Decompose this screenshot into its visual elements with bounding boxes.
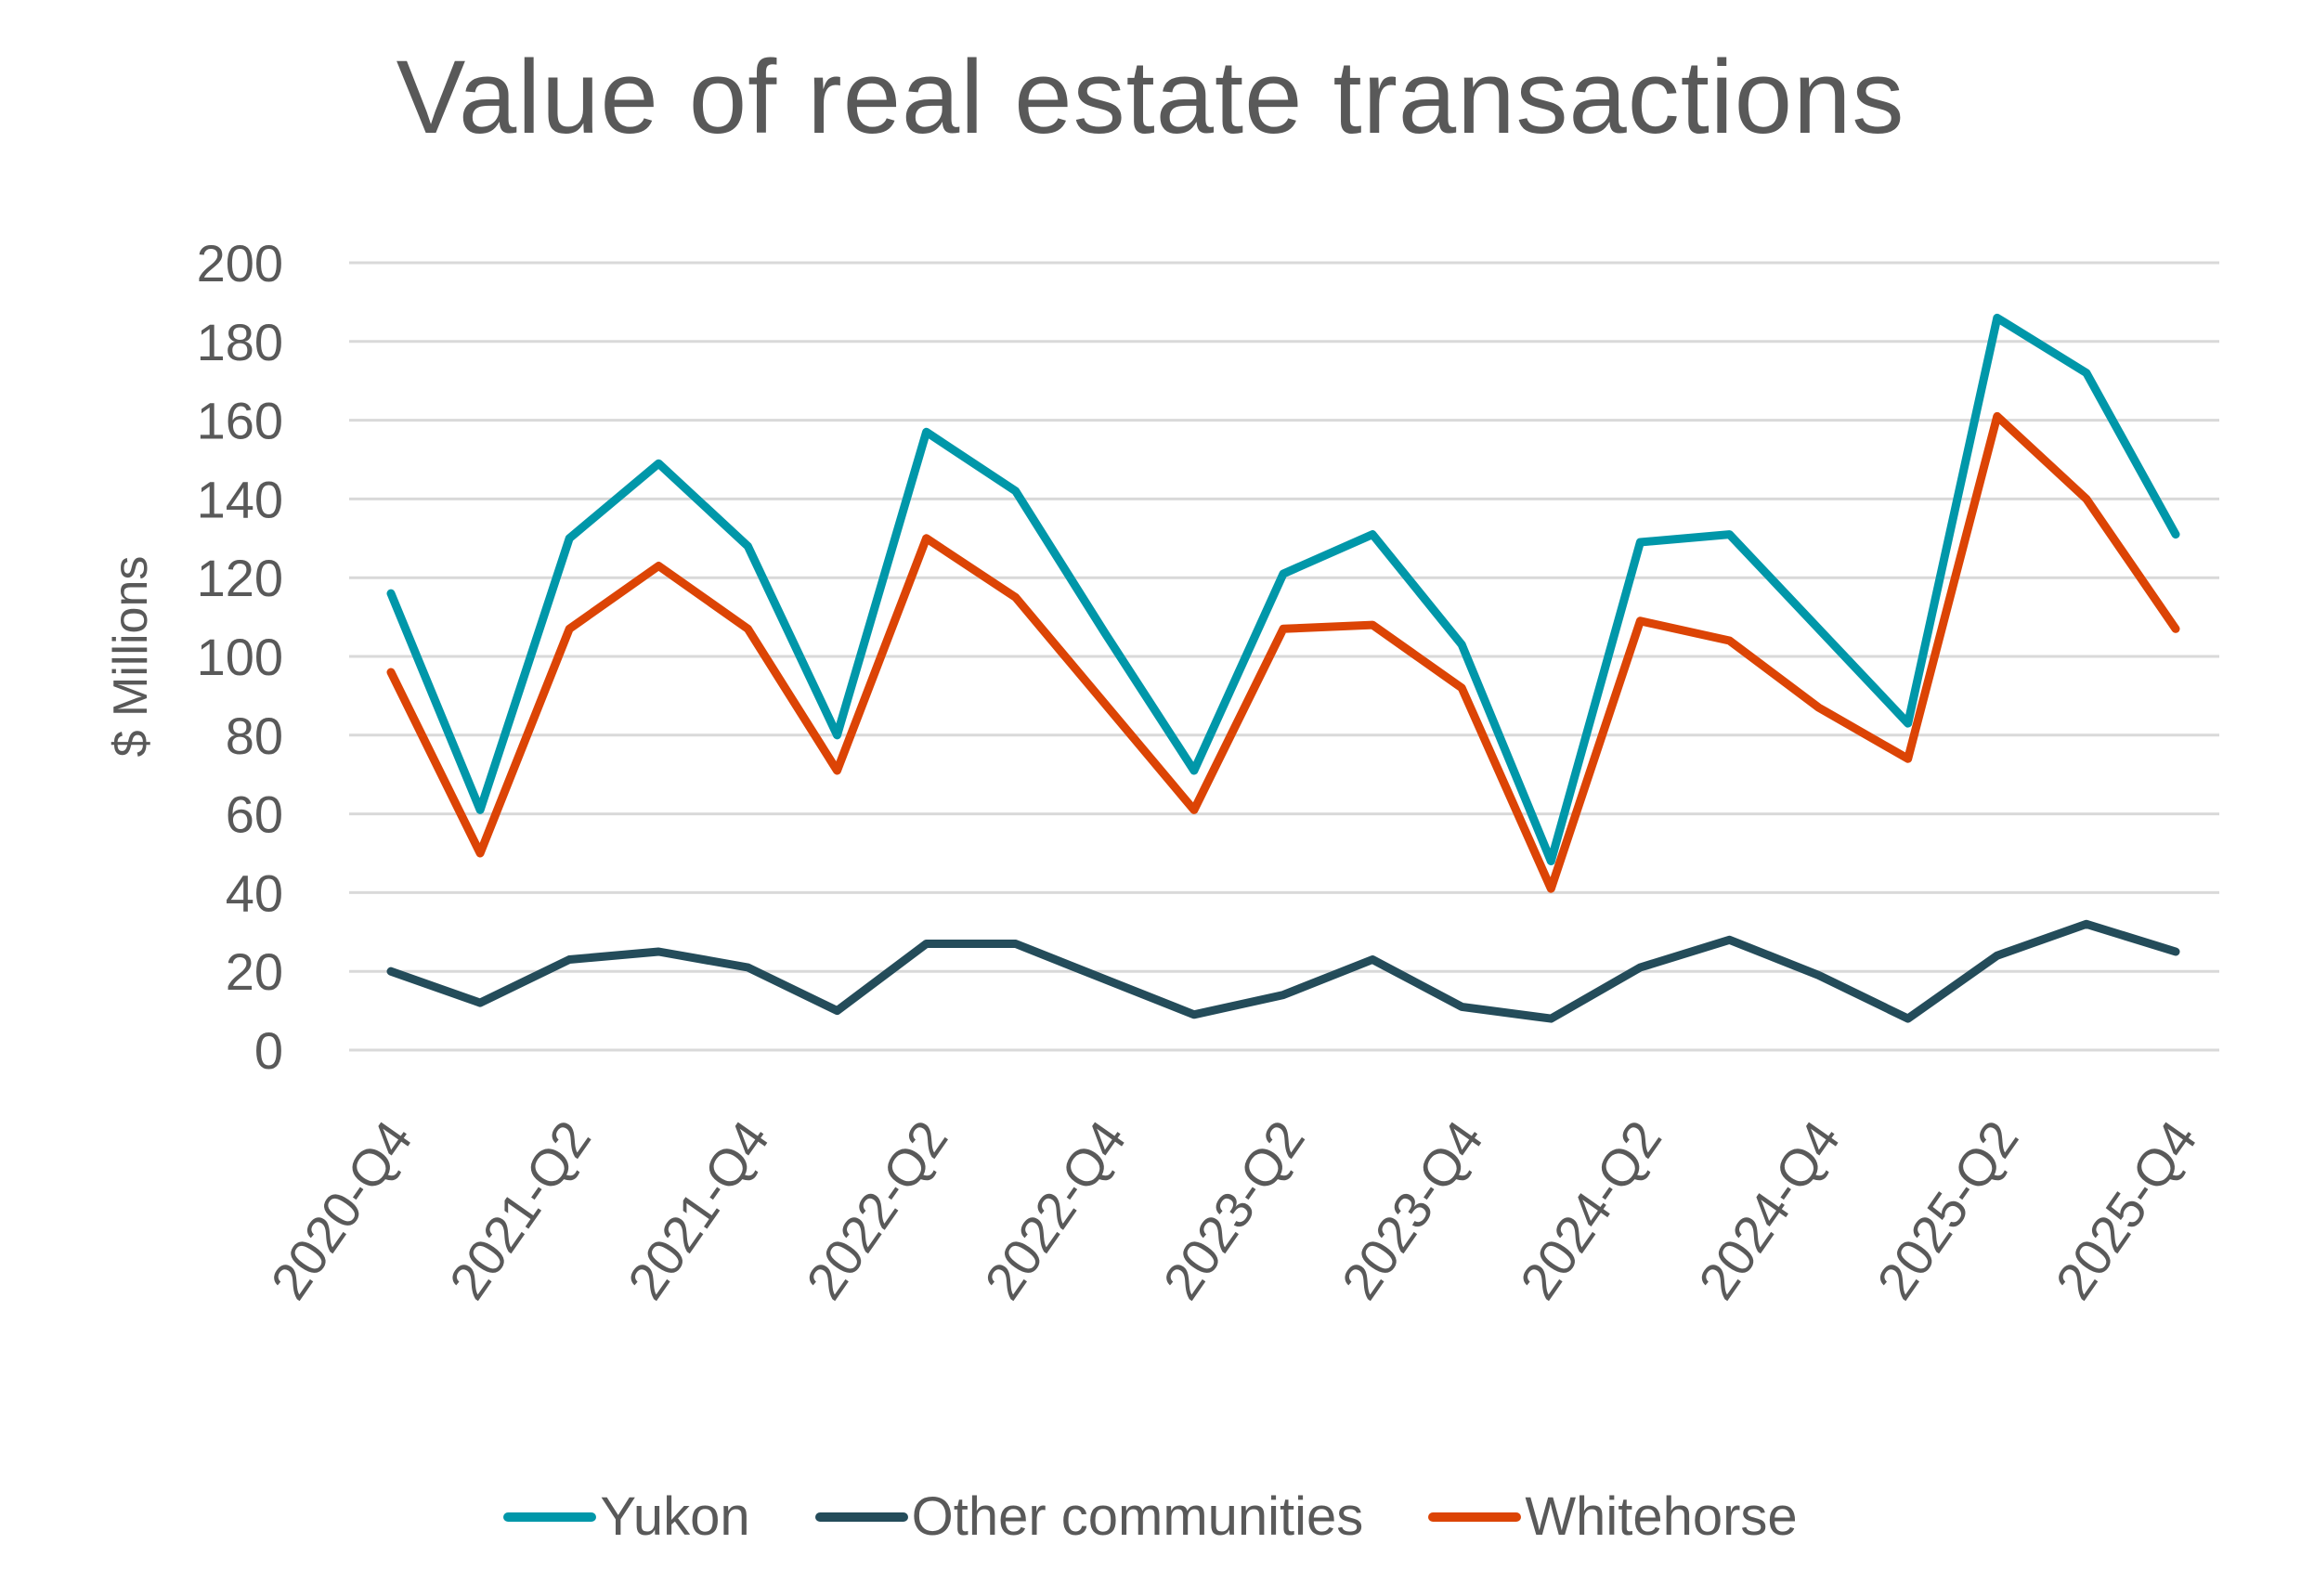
y-axis-ticks: 0 20 40 60 80 100 120 140 160 180 200 [197,234,283,1080]
y-tick-label: 20 [226,942,283,1001]
y-tick-label: 180 [197,313,283,371]
legend-label: Whitehorse [1525,1486,1798,1547]
y-tick-label: 60 [226,785,283,844]
legend-swatch-other-communities [814,1512,908,1522]
x-tick-label: 2020-Q4 [259,1110,423,1310]
legend-item-whitehorse: Whitehorse [1428,1486,1798,1548]
legend-item-yukon: Yukon [503,1486,750,1548]
x-tick-label: 2023-Q4 [1330,1110,1494,1310]
x-tick-label: 2023-Q2 [1151,1110,1316,1310]
x-axis-ticks: 2020-Q4 2021-Q2 2021-Q4 2022-Q2 2022-Q4 2023-… [259,1110,2208,1310]
x-tick-label: 2021-Q4 [617,1110,781,1310]
y-tick-label: 200 [197,234,283,292]
x-tick-label: 2025-Q4 [2044,1110,2208,1310]
legend-label: Yukon [600,1486,750,1547]
series-lines [386,313,2180,1023]
gridlines [349,261,2219,1052]
series-line-whitehorse [386,411,2180,893]
y-axis-label: $ Millions [104,556,158,758]
y-tick-label: 120 [197,549,283,607]
y-tick-label: 160 [197,392,283,450]
y-tick-label: 80 [226,707,283,765]
y-tick-label: 140 [197,470,283,528]
x-tick-label: 2024-Q4 [1687,1110,1852,1310]
x-tick-label: 2024-Q2 [1509,1110,1673,1310]
legend: Yukon Other communities Whitehorse [0,1486,2301,1548]
y-tick-label: 40 [226,863,283,922]
legend-item-other-communities: Other communities [814,1486,1364,1548]
chart-title: Value of real estate transactions [396,39,1905,155]
legend-swatch-yukon [503,1512,597,1522]
x-tick-label: 2025-Q2 [1866,1110,2030,1310]
legend-label: Other communities [911,1486,1364,1547]
legend-swatch-whitehorse [1428,1512,1522,1522]
x-tick-label: 2022-Q4 [973,1110,1138,1310]
y-tick-label: 0 [254,1021,283,1080]
series-line-other-communities [386,919,2180,1023]
y-tick-label: 100 [197,628,283,686]
series-line-yukon [386,313,2180,865]
x-tick-label: 2021-Q2 [437,1110,602,1310]
x-tick-label: 2022-Q2 [795,1110,959,1310]
